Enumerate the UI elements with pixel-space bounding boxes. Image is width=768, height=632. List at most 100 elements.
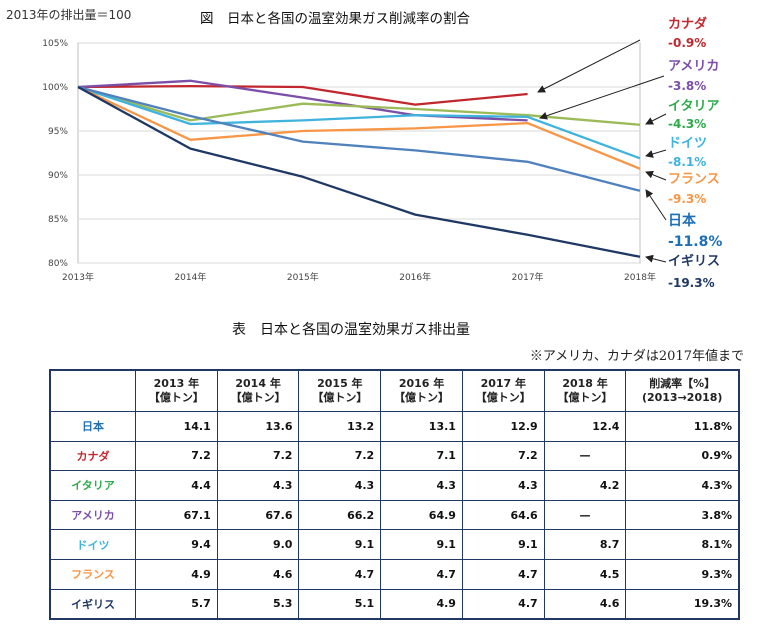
value-cell: 4.7 xyxy=(298,558,382,590)
series-label-change: -19.3% xyxy=(668,276,715,290)
x-tick-label: 2016年 xyxy=(399,271,431,283)
value-cell: 7.2 xyxy=(216,440,300,472)
series-label-name: 日本 xyxy=(668,212,697,229)
table-row: ドイツ 9.4 9.0 9.1 9.1 9.1 8.7 8.1% xyxy=(49,529,740,560)
value-cell: 4.7 xyxy=(380,558,463,590)
header-corner xyxy=(49,369,136,412)
value-cell: 9.3% xyxy=(625,558,740,590)
column-header: 2017 年【億トン】 xyxy=(461,369,545,412)
country-cell: ドイツ xyxy=(49,529,136,560)
column-header-line1: 2015 年 xyxy=(317,377,363,390)
series-label-change: -11.8% xyxy=(668,234,722,250)
column-header-line2: 【億トン】 xyxy=(230,391,286,404)
x-tick-label: 2015年 xyxy=(287,271,319,283)
column-header-line2: 【億トン】 xyxy=(312,391,368,404)
value-cell: 4.6 xyxy=(543,588,627,620)
value-cell: — xyxy=(543,440,627,472)
table-note: ※アメリカ、カナダは2017年値まで xyxy=(529,349,744,364)
column-header: 2016 年【億トン】 xyxy=(380,369,463,412)
legend-arrow xyxy=(645,254,667,263)
value-cell: 5.1 xyxy=(298,588,382,620)
value-cell: 4.3% xyxy=(625,470,740,501)
x-tick-label: 2013年 xyxy=(62,271,94,283)
value-cell: 7.2 xyxy=(135,440,218,472)
legend-arrow xyxy=(645,170,667,181)
table-row: イギリス 5.7 5.3 5.1 4.9 4.7 4.6 19.3% xyxy=(49,588,740,620)
value-cell: 4.6 xyxy=(216,558,300,590)
value-cell: 64.6 xyxy=(461,499,545,531)
column-header: 削減率【%】 (2013→2018) xyxy=(625,369,740,412)
y-tick-label: 100% xyxy=(42,83,68,93)
value-cell: 4.7 xyxy=(461,588,545,620)
column-header: 2015 年【億トン】 xyxy=(298,369,382,412)
series-label-change: -3.8% xyxy=(668,79,706,93)
value-cell: 5.3 xyxy=(216,588,300,620)
series-label-change: -8.1% xyxy=(668,155,706,169)
series-label-name: イギリス xyxy=(668,253,720,269)
base-note: 2013年の排出量＝100 xyxy=(6,8,132,22)
value-cell: 11.8% xyxy=(625,411,740,442)
column-header-line1: 2017 年 xyxy=(480,377,527,390)
column-header: 2018 年【億トン】 xyxy=(543,369,627,412)
value-cell: 66.2 xyxy=(298,499,382,531)
x-tick-label: 2014年 xyxy=(174,271,206,283)
value-cell: 4.4 xyxy=(135,470,218,501)
x-tick-label: 2018年 xyxy=(624,271,656,283)
value-cell: 4.2 xyxy=(543,470,627,501)
table-title: 表 日本と各国の温室効果ガス排出量 xyxy=(232,322,470,338)
value-cell: 3.8% xyxy=(625,499,740,531)
y-tick-label: 95% xyxy=(48,127,68,137)
value-cell: 8.1% xyxy=(625,529,740,560)
legend-arrow xyxy=(645,189,667,221)
table-row: 日本 14.1 13.6 13.2 13.1 12.9 12.4 11.8% xyxy=(49,411,740,442)
x-tick-label: 2017年 xyxy=(512,271,544,283)
value-cell: 9.1 xyxy=(461,529,545,560)
column-header-line2: 【億トン】 xyxy=(148,391,204,404)
value-cell: 13.2 xyxy=(298,411,382,442)
y-tick-label: 90% xyxy=(48,171,68,181)
series-line-日本 xyxy=(77,85,641,192)
y-tick-label: 85% xyxy=(48,215,68,225)
legend-arrow xyxy=(645,113,667,125)
column-header-line2: 【億トン】 xyxy=(475,391,531,404)
chart-title: 図 日本と各国の温室効果ガス削減率の割合 xyxy=(200,11,470,27)
country-cell: アメリカ xyxy=(49,499,136,531)
table-header-row: 2013 年【億トン】 2014 年【億トン】 2015 年【億トン】 2016 年【… xyxy=(49,369,740,412)
country-cell: カナダ xyxy=(49,440,136,472)
value-cell: 5.7 xyxy=(135,588,218,620)
value-cell: 64.9 xyxy=(380,499,463,531)
value-cell: 4.3 xyxy=(298,470,382,501)
value-cell: 13.6 xyxy=(216,411,300,442)
value-cell: 9.1 xyxy=(380,529,463,560)
series-line-イギリス xyxy=(77,85,641,258)
value-cell: 13.1 xyxy=(380,411,463,442)
table-row: フランス 4.9 4.6 4.7 4.7 4.7 4.5 9.3% xyxy=(49,558,740,590)
line-chart: 80% 85% 90% 95% 100% 105% 2013年 2014年 2015年 2016年… xyxy=(42,16,722,290)
value-cell: 14.1 xyxy=(135,411,218,442)
value-cell: 67.1 xyxy=(135,499,218,531)
country-cell: 日本 xyxy=(49,411,136,442)
column-header: 2014 年【億トン】 xyxy=(216,369,300,412)
emissions-table: 2013 年【億トン】 2014 年【億トン】 2015 年【億トン】 2016 年【… xyxy=(49,369,740,621)
country-cell: イタリア xyxy=(49,470,136,501)
series-line-アメリカ xyxy=(77,79,528,122)
value-cell: 4.9 xyxy=(380,588,463,620)
table-row: イタリア 4.4 4.3 4.3 4.3 4.3 4.2 4.3% xyxy=(49,470,740,501)
column-header: 2013 年【億トン】 xyxy=(135,369,218,412)
series-label-name: カナダ xyxy=(668,16,707,32)
plot-area xyxy=(77,42,641,264)
series-line-カナダ xyxy=(77,84,528,106)
column-header-line2: 【億トン】 xyxy=(557,391,613,404)
value-cell: 7.2 xyxy=(461,440,545,472)
legend-arrow xyxy=(539,75,665,120)
value-cell: 12.9 xyxy=(461,411,545,442)
series-label-name: ドイツ xyxy=(668,136,707,151)
series-label-change: -9.3% xyxy=(668,192,706,206)
legend-arrow xyxy=(645,149,667,158)
value-cell: 0.9% xyxy=(625,440,740,472)
value-cell: 4.3 xyxy=(380,470,463,501)
series-label-name: フランス xyxy=(668,172,720,187)
column-header-line1: 2018 年 xyxy=(562,377,608,390)
value-cell: 4.9 xyxy=(135,558,218,590)
series-label-name: イタリア xyxy=(668,99,719,114)
